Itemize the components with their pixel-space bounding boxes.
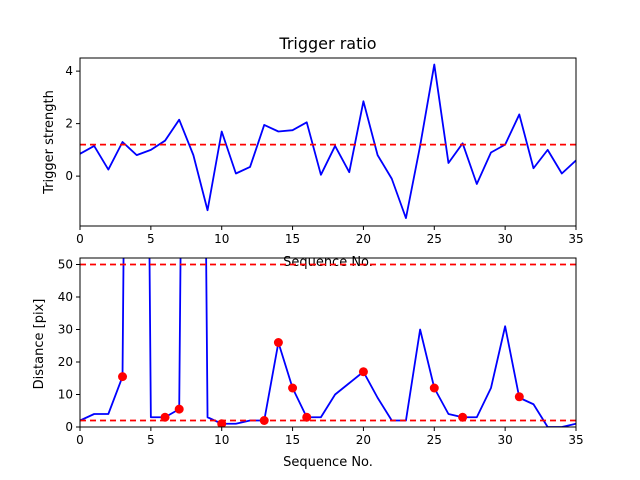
- distance-axes: Distance [pix] Sequence No. 0 5 10 15 20 25 30…: [32, 257, 584, 470]
- bottom-axes-frame: [79, 257, 577, 428]
- trigger-ratio-axes: Trigger ratio Trigger strength Sequence …: [42, 34, 584, 270]
- x-tick-label: 30: [498, 433, 513, 447]
- detection-point: [514, 392, 524, 402]
- top-plot-marks: [80, 63, 576, 220]
- detection-point: [259, 416, 269, 425]
- detection-point: [358, 367, 368, 377]
- x-tick-label: 10: [214, 232, 229, 246]
- detection-point: [458, 412, 468, 422]
- y-tick-label: 0: [65, 420, 73, 434]
- detection-point: [118, 372, 128, 382]
- y-tick-label: 40: [58, 290, 73, 304]
- y-tick-label: 30: [58, 323, 73, 337]
- x-tick-label: 35: [568, 232, 583, 246]
- x-tick-label: 0: [76, 232, 84, 246]
- detection-point: [288, 383, 298, 393]
- top-axis-ticks: 0 5 10 15 20 25 30 35 0 2 4: [65, 64, 583, 246]
- detection-point: [217, 419, 227, 427]
- y-tick-label: 50: [58, 258, 73, 272]
- y-tick-label: 20: [58, 355, 73, 369]
- x-tick-label: 5: [147, 232, 155, 246]
- x-tick-label: 25: [427, 433, 442, 447]
- x-tick-label: 15: [285, 232, 300, 246]
- detection-point: [273, 338, 283, 347]
- bottom-plot-marks: [80, 258, 576, 427]
- x-tick-label: 0: [76, 433, 84, 447]
- bottom-x-axis-label: Sequence No.: [283, 455, 373, 470]
- x-tick-label: 5: [147, 433, 155, 447]
- detection-point: [174, 404, 184, 414]
- y-tick-label: 0: [65, 169, 73, 183]
- x-tick-label: 25: [427, 232, 442, 246]
- y-tick-label: 10: [58, 388, 73, 402]
- x-tick-label: 20: [356, 232, 371, 246]
- x-tick-label: 10: [214, 433, 229, 447]
- detection-point: [302, 412, 312, 422]
- detection-point: [429, 383, 439, 393]
- trigger-ratio-title: Trigger ratio: [278, 34, 376, 53]
- top-x-axis-label: Sequence No.: [283, 255, 373, 270]
- top-axes-frame: [79, 57, 577, 227]
- detection-point: [160, 412, 170, 422]
- distance-y-axis-label: Distance [pix]: [32, 299, 47, 390]
- y-tick-label: 2: [65, 117, 73, 131]
- y-tick-label: 4: [65, 64, 73, 78]
- x-tick-label: 20: [356, 433, 371, 447]
- series-line: [80, 63, 576, 220]
- bottom-axis-ticks: 0 5 10 15 20 25 30 35 0 10 20 30 40 50: [58, 258, 584, 448]
- x-tick-label: 15: [285, 433, 300, 447]
- x-tick-label: 30: [498, 232, 513, 246]
- x-tick-label: 35: [568, 433, 583, 447]
- trigger-strength-y-axis-label: Trigger strength: [42, 90, 57, 195]
